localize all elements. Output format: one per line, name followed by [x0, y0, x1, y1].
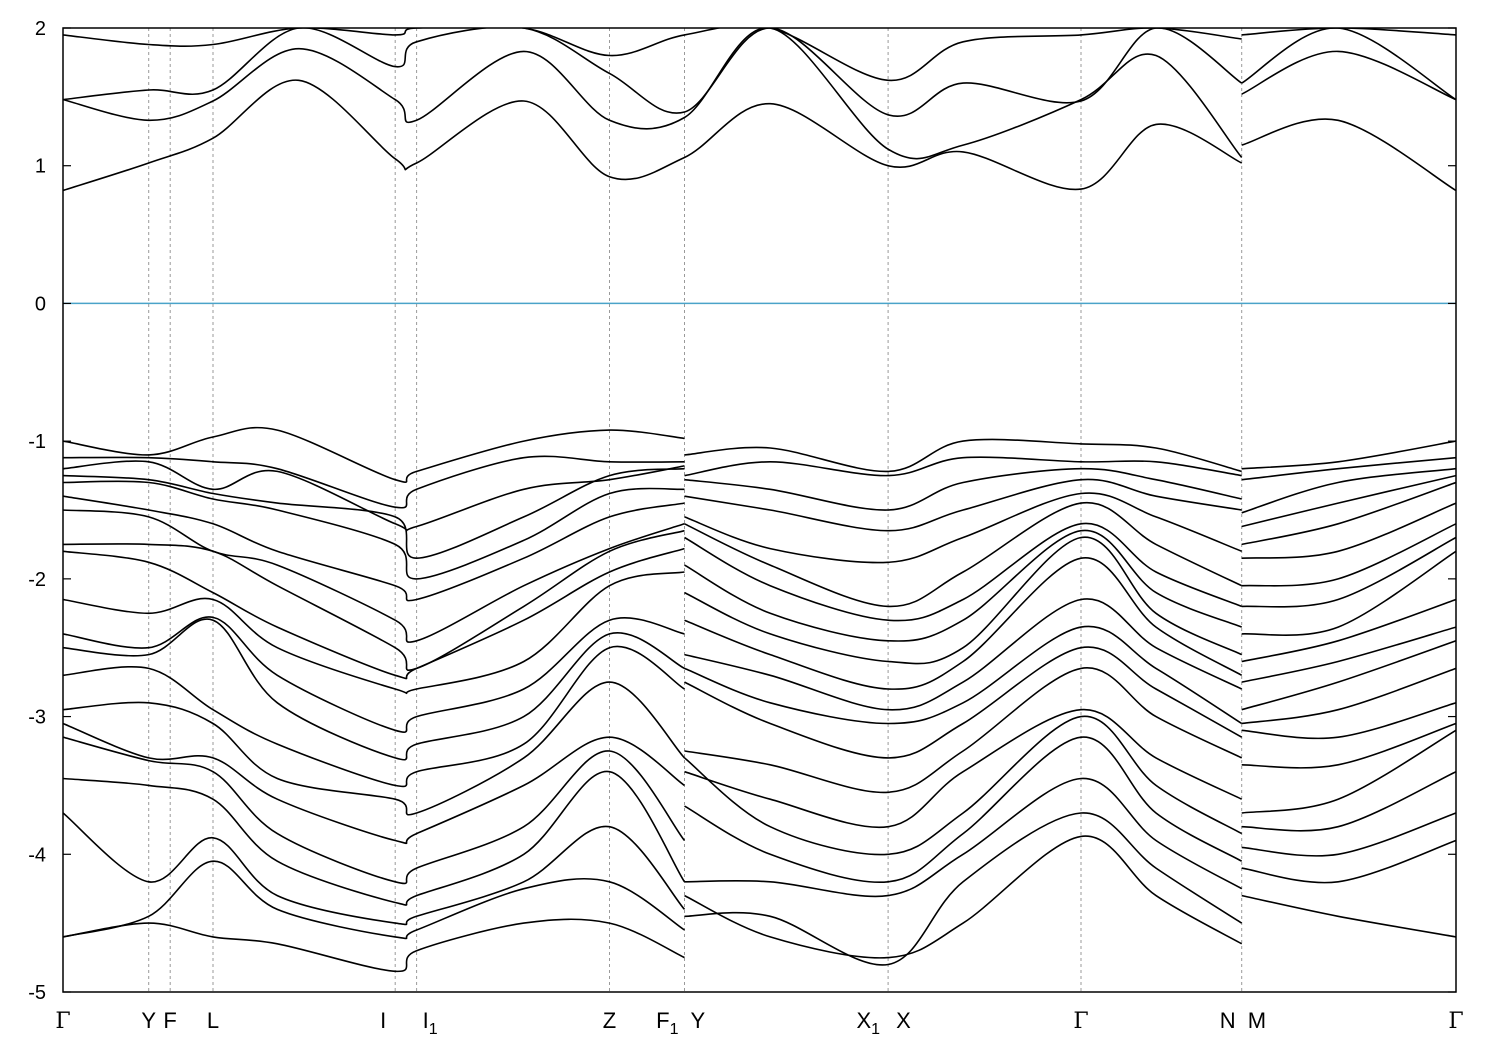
band-line-18	[63, 667, 1456, 816]
band-line-13	[63, 536, 1456, 680]
kpoint-label: Y	[690, 1008, 705, 1033]
y-tick-label: 1	[35, 156, 46, 178]
band-line-6	[63, 455, 1456, 509]
y-tick-label: -2	[28, 569, 46, 591]
y-tick-label: -1	[28, 431, 46, 453]
kpoint-label: Y	[141, 1008, 156, 1033]
kpoint-label: Γ	[1073, 1009, 1088, 1034]
y-axis-ticks: -5 -4 -3 -2 -1 0 1 2	[28, 18, 1456, 1004]
band-line-9	[63, 480, 1456, 580]
kpoint-label: Γ	[1448, 1009, 1463, 1034]
band-line-8	[63, 467, 1456, 560]
kpoint-labels: Γ Y F L I I1 Z F1 Y X1 X Γ N M Γ	[55, 1008, 1463, 1038]
y-tick-label: 2	[35, 18, 46, 40]
kpoint-label: F1	[656, 1008, 678, 1038]
band-line-5	[63, 426, 1456, 483]
kpoint-label: N	[1220, 1008, 1236, 1033]
kpoint-label: I1	[423, 1008, 438, 1038]
y-tick-label: -3	[28, 707, 46, 729]
band-line-10	[63, 495, 1456, 608]
band-line-17	[63, 645, 1456, 788]
band-line-11	[63, 509, 1456, 643]
kpoint-gridlines	[148, 28, 1243, 992]
kpoint-label: Z	[603, 1008, 616, 1033]
kpoint-label: L	[207, 1008, 219, 1033]
plot-frame	[62, 27, 1457, 993]
band-line-19	[63, 708, 1456, 845]
band-line-23	[63, 812, 1456, 966]
band-line-2	[63, 28, 1456, 160]
band-line-21	[63, 736, 1456, 906]
y-tick-label: -5	[28, 982, 46, 1004]
kpoint-label: F	[163, 1008, 176, 1033]
kpoint-label: X	[896, 1008, 911, 1033]
band-lines	[63, 28, 1456, 973]
band-line-4	[63, 28, 1456, 82]
band-line-3	[63, 28, 1456, 117]
y-tick-label: 0	[35, 293, 46, 315]
band-line-20	[63, 715, 1456, 885]
band-line-16	[63, 618, 1456, 761]
band-line-12	[63, 529, 1456, 671]
kpoint-label: I	[380, 1008, 386, 1033]
kpoint-label: Γ	[55, 1009, 70, 1034]
kpoint-label: X1	[856, 1008, 880, 1038]
kpoint-label: M	[1248, 1008, 1266, 1033]
band-line-24	[63, 835, 1456, 973]
band-line-1	[63, 79, 1456, 192]
band-line-14	[63, 557, 1456, 695]
y-tick-label: -4	[28, 844, 46, 866]
band-line-15	[63, 598, 1456, 733]
band-line-22	[63, 777, 1456, 926]
band-line-7	[63, 460, 1456, 532]
